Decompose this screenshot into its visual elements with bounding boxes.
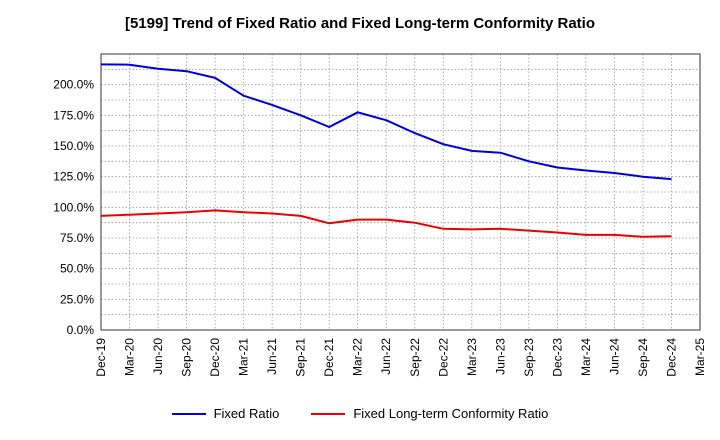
x-tick-label: Mar-23 xyxy=(465,338,479,376)
x-tick-label: Mar-20 xyxy=(123,338,137,376)
x-tick-label: Sep-24 xyxy=(636,338,650,377)
y-tick-label: 50.0% xyxy=(60,262,94,276)
y-tick-label: 75.0% xyxy=(60,231,94,245)
plot-frame xyxy=(100,53,701,331)
chart-title: [5199] Trend of Fixed Ratio and Fixed Lo… xyxy=(124,15,596,32)
x-tick-label: Sep-21 xyxy=(294,338,308,377)
x-tick-label: Jun-22 xyxy=(379,338,393,375)
x-tick-label: Jun-23 xyxy=(493,338,507,375)
legend-swatch-fixed-ratio xyxy=(171,412,206,415)
legend-item-fixed-ratio: Fixed Ratio xyxy=(171,406,280,421)
x-tick-label: Jun-24 xyxy=(607,338,621,375)
x-tick-label: Mar-22 xyxy=(351,338,365,376)
y-tick-label: 125.0% xyxy=(53,170,94,184)
x-tick-label: Mar-25 xyxy=(693,338,707,376)
series-line-fixed-ratio xyxy=(100,63,672,181)
plot-area xyxy=(101,54,700,330)
y-tick-label: 175.0% xyxy=(53,108,94,122)
y-tick-label: 25.0% xyxy=(60,292,94,306)
x-tick-label: Dec-20 xyxy=(208,338,222,377)
x-tick-label: Dec-21 xyxy=(322,338,336,377)
x-tick-label: Dec-24 xyxy=(664,338,678,377)
x-tick-label: Mar-24 xyxy=(579,338,593,376)
legend-label-conformity-ratio: Fixed Long-term Conformity Ratio xyxy=(353,406,549,421)
x-tick-label: Sep-20 xyxy=(180,338,194,377)
y-tick-label: 150.0% xyxy=(53,139,94,153)
legend-item-conformity-ratio: Fixed Long-term Conformity Ratio xyxy=(311,406,548,421)
y-tick-label: 200.0% xyxy=(53,78,94,92)
x-tick-label: Jun-21 xyxy=(265,338,279,375)
line-chart: 0.0% 25.0% 50.0% 75.0% 100.0% 125.0% 150.0% 175… xyxy=(53,53,707,377)
x-tick-label: Dec-19 xyxy=(94,338,108,377)
y-tick-label: 0.0% xyxy=(67,323,95,337)
y-tick-label: 100.0% xyxy=(53,200,94,214)
series-line-conformity-ratio xyxy=(100,209,672,238)
legend-swatch-conformity-ratio xyxy=(311,412,346,415)
x-tick-label: Dec-23 xyxy=(550,338,564,377)
legend-label-fixed-ratio: Fixed Ratio xyxy=(213,406,280,421)
x-tick-label: Dec-22 xyxy=(436,338,450,377)
legend: Fixed Ratio Fixed Long-term Conformity R… xyxy=(0,406,720,421)
x-tick-label: Sep-23 xyxy=(522,338,536,377)
x-tick-label: Sep-22 xyxy=(408,338,422,377)
x-tick-label: Jun-20 xyxy=(151,338,165,375)
x-tick-label: Mar-21 xyxy=(237,338,251,376)
